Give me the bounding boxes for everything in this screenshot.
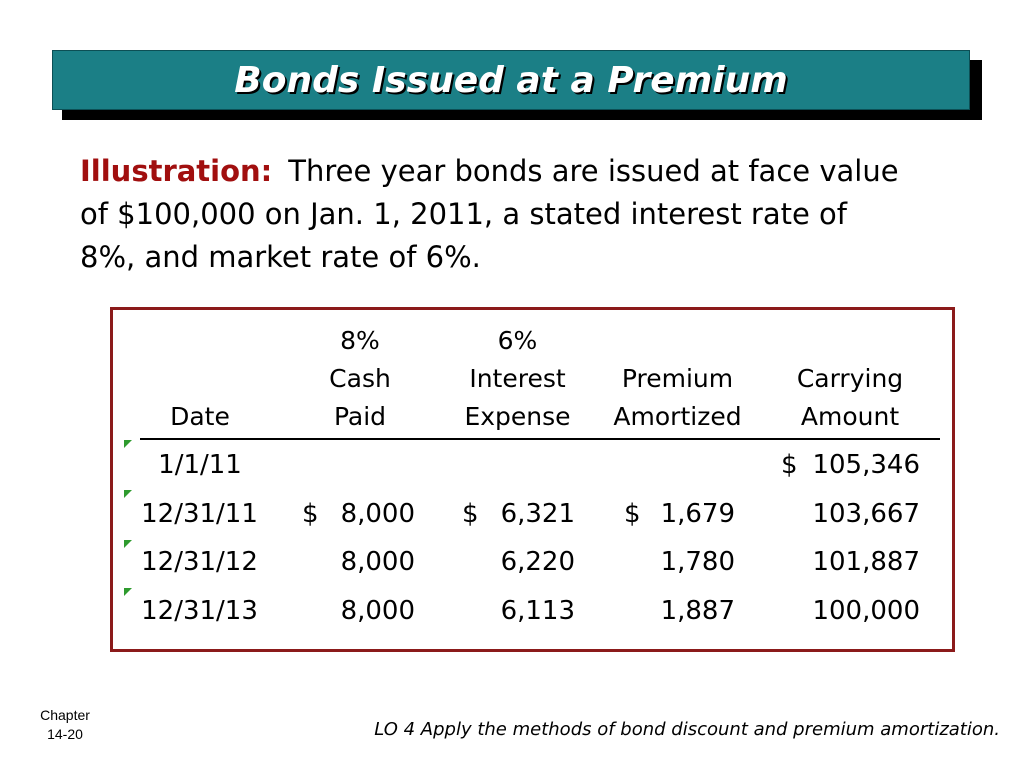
cell-premium-sign: $ <box>624 499 641 529</box>
cell-premium: 1,887 <box>660 596 735 626</box>
cell-interest: 6,220 <box>500 547 575 577</box>
illustration-text: Illustration: Three year bonds are issued… <box>80 150 980 279</box>
cell-cash: 8,000 <box>340 596 415 626</box>
header-cash-line-2: Cash <box>329 364 391 393</box>
header-divider <box>140 438 940 440</box>
header-cash-paid: 8% Cash Paid <box>310 322 410 436</box>
cell-carrying: 101,887 <box>812 547 920 577</box>
illustration-label: Illustration: <box>80 154 273 188</box>
illustration-line-1-text: Three year bonds are issued at face valu… <box>288 154 899 188</box>
chapter-number: 14-20 <box>47 726 83 742</box>
cell-carrying: 100,000 <box>812 596 920 626</box>
header-interest-expense: 6% Interest Expense <box>450 322 585 436</box>
cell-carrying: 105,346 <box>812 450 920 480</box>
row-marker <box>124 540 132 548</box>
cell-interest: 6,113 <box>500 596 575 626</box>
header-cash-line-1: 8% <box>340 326 380 355</box>
header-carrying-line-1 <box>780 322 920 360</box>
header-date-line-1 <box>150 322 250 360</box>
header-date-line-3: Date <box>170 402 230 431</box>
learning-objective: LO 4 Apply the methods of bond discount … <box>374 719 1000 740</box>
illustration-line-3: 8%, and market rate of 6%. <box>80 240 481 274</box>
header-premium-amortized: Premium Amortized <box>600 322 755 436</box>
cell-premium: 1,679 <box>660 499 735 529</box>
title-banner: Bonds Issued at a Premium <box>52 50 970 110</box>
chapter-indicator: Chapter 14-20 <box>30 706 100 744</box>
row-marker <box>124 440 132 448</box>
header-interest-line-1: 6% <box>497 326 538 355</box>
header-interest-line-2: Interest <box>469 364 566 393</box>
header-interest-line-3: Expense <box>464 402 571 431</box>
cell-date: 1/1/11 <box>158 450 242 480</box>
slide-title: Bonds Issued at a Premium <box>234 59 788 101</box>
header-premium-line-2: Premium <box>621 364 734 393</box>
cell-premium: 1,780 <box>660 547 735 577</box>
header-premium-line-3: Amortized <box>613 402 742 431</box>
chapter-label: Chapter <box>40 707 90 723</box>
amortization-table-frame <box>110 307 955 652</box>
cell-cash: 8,000 <box>340 499 415 529</box>
cell-date: 12/31/12 <box>141 547 258 577</box>
header-carrying-amount: Carrying Amount <box>780 322 920 436</box>
cell-date: 12/31/13 <box>141 596 258 626</box>
cell-interest: 6,321 <box>500 499 575 529</box>
header-date-line-2 <box>150 360 250 398</box>
cell-carrying: 103,667 <box>812 499 920 529</box>
header-carrying-line-2: Carrying <box>796 364 904 393</box>
row-marker <box>124 588 132 596</box>
header-premium-line-1 <box>600 322 755 360</box>
cell-interest-sign: $ <box>462 499 479 529</box>
header-cash-line-3: Paid <box>333 402 387 431</box>
header-date: Date <box>150 322 250 436</box>
header-carrying-line-3: Amount <box>800 402 900 431</box>
row-marker <box>124 490 132 498</box>
illustration-line-1: Illustration: Three year bonds are issued… <box>80 150 980 193</box>
cell-cash-sign: $ <box>302 499 319 529</box>
cell-cash: 8,000 <box>340 547 415 577</box>
cell-carrying-sign: $ <box>781 450 798 480</box>
illustration-line-2: of $100,000 on Jan. 1, 2011, a stated in… <box>80 197 847 231</box>
cell-date: 12/31/11 <box>141 499 258 529</box>
